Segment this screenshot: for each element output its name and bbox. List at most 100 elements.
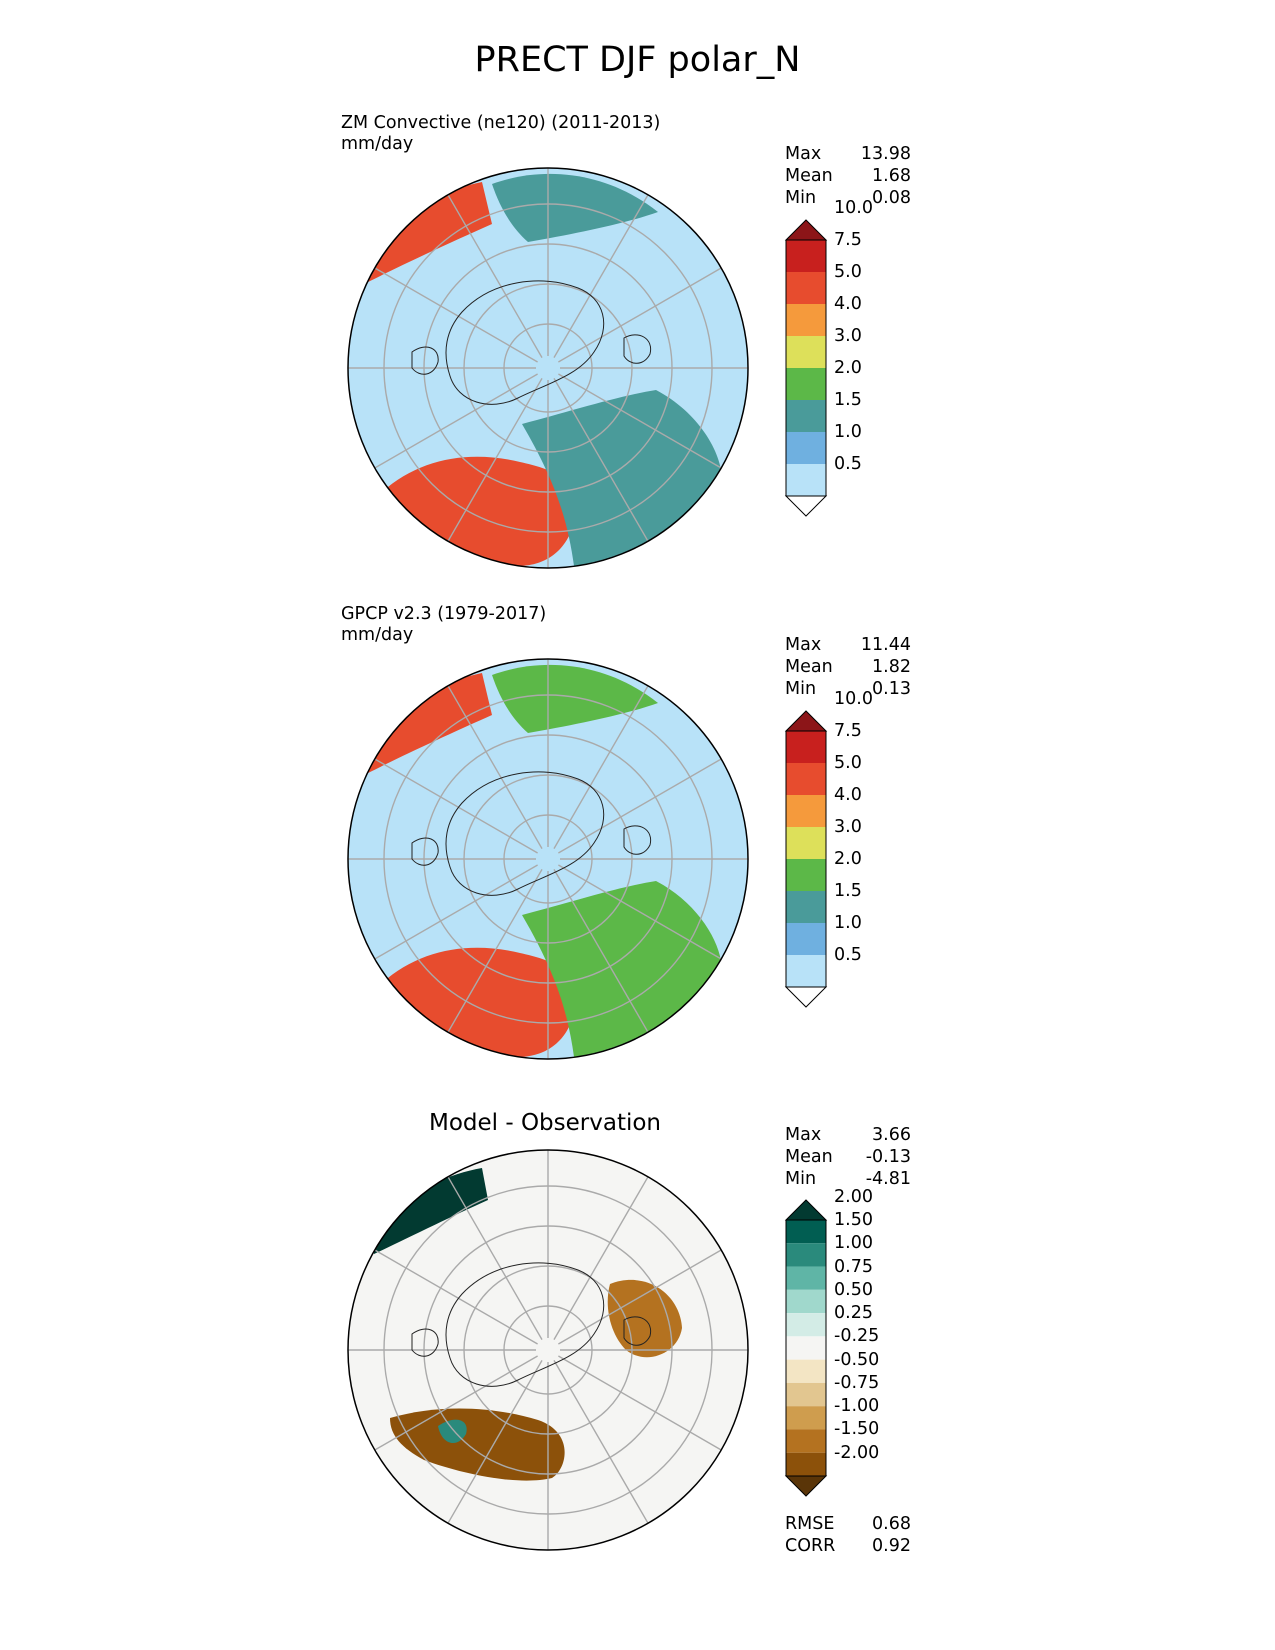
panel-1-min: Min 0.08 [785,188,911,208]
colorbar-frame [785,239,827,497]
colorbar-bin [786,1313,826,1337]
panel-3-mean: Mean -0.13 [785,1147,911,1167]
map-regions [348,659,748,1059]
colorbar-bin [786,1359,826,1383]
panel-2-colorbar [784,710,828,1008]
meridian-line [558,758,722,854]
colorbar-tick-label: 1.50 [834,1210,873,1230]
meridian-line [558,267,722,363]
meridian-line [553,685,649,849]
colorbar-bin [786,272,826,304]
colorbar-tick-label: 1.0 [834,422,862,442]
panel-1-map [347,167,749,569]
meridian-line [374,373,538,469]
colorbar-bin [786,432,826,464]
colorbar-tick-label: -0.50 [834,1349,880,1370]
panel-3-corr: CORR 0.92 [785,1536,911,1556]
colorbar-bin [786,1382,826,1407]
colorbar-tick-label: 10.0 [834,198,873,218]
meridian-line [374,267,538,363]
panel-1-title: ZM Convective (ne120) (2011-2013) [341,113,661,133]
region-eurasia-interior [522,390,722,566]
panel-2-title: GPCP v2.3 (1979-2017) [341,604,547,624]
colorbar-bin [786,464,826,496]
colorbar-bin [786,795,826,827]
colorbar-tick-label: 3.0 [834,326,862,346]
colorbar-tick-label: 3.0 [834,817,862,837]
colorbar-extend-bottom [784,1475,828,1497]
region-west-pacific [492,173,658,242]
colorbar-tick-label: 0.25 [834,1303,873,1324]
colorbar-bin [786,763,826,795]
region-north-atlantic-storm-track [382,456,576,566]
meridian-line [447,194,543,358]
map-regions [348,168,748,568]
map-regions [348,1150,748,1550]
meridian-line [447,685,543,849]
page-title: PRECT DJF polar_N [474,40,801,80]
panel-3-min: Min -4.81 [785,1169,911,1189]
colorbar-tick-label: 4.0 [834,294,862,314]
colorbar-tick-label: 0.50 [834,1279,873,1300]
colorbar-tick-label: 2.0 [834,358,862,378]
meridian-line [447,869,543,1033]
meridian-line [558,864,722,960]
colorbar-tick-label: 0.75 [834,1256,873,1277]
meridian-line [374,864,538,960]
colorbar-tick-label: 2.00 [834,1186,873,1207]
meridian-line [374,1249,538,1345]
colorbar-tick-label: 7.5 [834,721,862,741]
colorbar-tick-label: 0.5 [834,454,862,474]
region-north-atlantic-storm-track [382,947,576,1057]
panel-1-mean: Mean 1.68 [785,166,911,186]
colorbar-bin [786,1243,826,1267]
colorbar-tick-label: 1.5 [834,881,862,901]
colorbar-bin [786,400,826,432]
meridian-line [447,1176,543,1340]
colorbar-extend-bottom [784,495,828,517]
colorbar-tick-label: 1.5 [834,390,862,410]
meridian-line [374,1355,538,1451]
meridian-line [558,1355,722,1451]
map-boundary [347,658,749,1060]
meridian-line [553,194,649,358]
panel-1-max: Max 13.98 [785,144,911,164]
colorbar-tick-label: 1.0 [834,913,862,933]
colorbar-tick-label: -0.75 [834,1372,880,1393]
colorbar-tick-label: 0.5 [834,945,862,965]
colorbar-extend-bottom [784,986,828,1008]
colorbar-tick-label: 10.0 [834,689,873,709]
colorbar-bin [786,304,826,336]
colorbar-tick-label: -0.25 [834,1326,880,1347]
colorbar-tick-label: -1.00 [834,1396,880,1417]
colorbar-bin [786,1220,826,1244]
colorbar-tick-label: 5.0 [834,262,862,282]
map-boundary [347,167,749,569]
coastline [411,771,652,896]
meridian-line [553,1360,649,1524]
colorbar-tick-label: 5.0 [834,753,862,773]
map-boundary [347,1149,749,1551]
colorbar-tick-label: 4.0 [834,785,862,805]
colorbar-frame [785,1219,827,1477]
colorbar-bin [786,731,826,763]
colorbar-tick-label: 7.5 [834,230,862,250]
colorbar-bin [786,891,826,923]
colorbar-extend-top [784,219,828,241]
colorbar-extend-top [784,1199,828,1221]
panel-3-colorbar [784,1199,828,1497]
colorbar-tick-label: -2.00 [834,1442,880,1463]
colorbar-bin [786,955,826,987]
colorbar-tick-label: 2.0 [834,849,862,869]
coastline [411,1262,652,1387]
colorbar-extend-top [784,710,828,732]
meridian-line [553,869,649,1033]
colorbar-tick-label: -1.50 [834,1419,880,1440]
colorbar-frame [785,730,827,988]
region-west-pacific [492,664,658,733]
region-north-pacific-positive [370,1168,488,1254]
colorbar-bin [786,1266,826,1290]
colorbar-bin [786,1406,826,1430]
colorbar-bin [786,1336,826,1360]
